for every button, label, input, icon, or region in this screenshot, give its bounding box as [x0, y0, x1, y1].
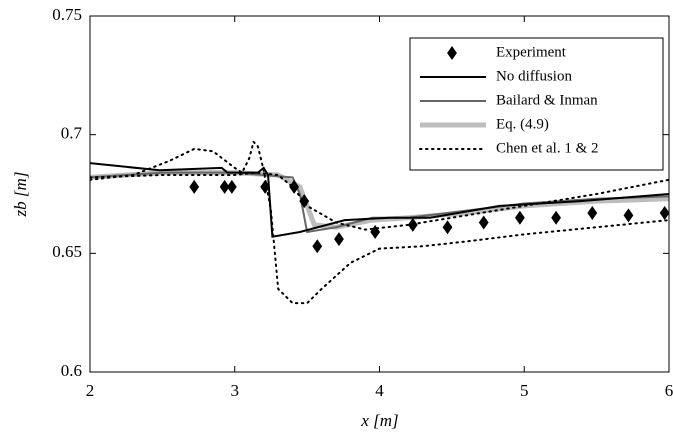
- data-point: [312, 239, 323, 254]
- data-point: [299, 194, 310, 209]
- data-point: [659, 205, 670, 220]
- data-point: [587, 205, 598, 220]
- data-point: [478, 215, 489, 230]
- data-point: [442, 220, 453, 235]
- legend-label: Experiment: [496, 44, 567, 60]
- legend-label: Bailard & Inman: [496, 92, 598, 108]
- data-point: [189, 179, 200, 194]
- x-axis-label: x [m]: [360, 411, 398, 430]
- data-point: [515, 210, 525, 225]
- x-tick-label: 6: [665, 381, 673, 400]
- x-tick-label: 3: [231, 381, 240, 400]
- legend-label: No diffusion: [496, 68, 572, 84]
- y-axis-label: zb [m]: [11, 172, 30, 218]
- y-tick-label: 0.65: [52, 242, 82, 261]
- data-point: [260, 179, 271, 194]
- legend: Experiment No diffusion Bailard & Inman Eq.…: [409, 37, 664, 171]
- legend-label: Eq. (4.9): [496, 116, 549, 132]
- y-tick-label: 0.7: [61, 124, 83, 143]
- y-tick-label: 0.6: [61, 361, 82, 380]
- y-tick-label: 0.75: [52, 5, 82, 24]
- x-tick-label: 4: [375, 381, 384, 400]
- data-point: [289, 179, 299, 194]
- data-point: [226, 179, 237, 194]
- data-point: [623, 208, 634, 223]
- data-point: [407, 217, 418, 232]
- x-tick-label: 2: [86, 381, 95, 400]
- legend-box: [409, 37, 664, 171]
- data-line: [90, 171, 669, 231]
- axes-frame: [89, 15, 670, 373]
- data-line: [90, 162, 669, 238]
- data-point: [334, 232, 344, 247]
- data-point: [551, 210, 561, 225]
- x-tick-label: 5: [520, 381, 529, 400]
- legend-label: Chen et al. 1 & 2: [496, 140, 598, 156]
- legend-marker: [447, 46, 457, 60]
- data-point: [370, 224, 381, 239]
- data-line: [90, 139, 669, 305]
- data-point: [219, 179, 230, 194]
